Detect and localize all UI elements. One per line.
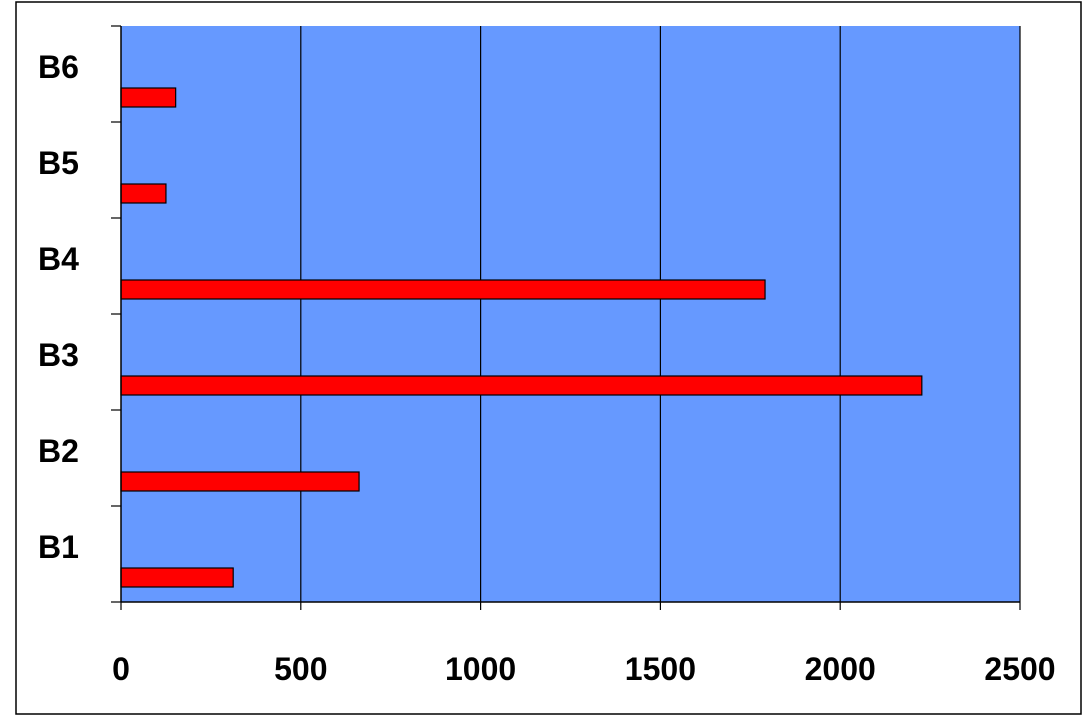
x-tick-label: 1000	[445, 651, 516, 687]
bar-b5	[120, 183, 167, 204]
x-tick-label: 0	[112, 651, 130, 687]
bar-b4	[120, 279, 766, 300]
x-tick-label: 1500	[625, 651, 696, 687]
bars	[120, 87, 923, 588]
y-tick-label: B6	[38, 49, 79, 85]
tick-labels: 0 500 1000 1500 2000 2500 B1 B2 B3 B4 B5 B6	[38, 49, 1056, 687]
bar-b1	[120, 567, 234, 588]
y-tick-label: B3	[38, 337, 79, 373]
x-tick-label: 2000	[805, 651, 876, 687]
x-tick-label: 500	[274, 651, 327, 687]
axis-ticks	[111, 25, 1021, 610]
x-tick-label: 2500	[984, 651, 1055, 687]
y-tick-label: B5	[38, 145, 79, 181]
y-tick-label: B2	[38, 433, 79, 469]
plot-area	[121, 26, 1020, 602]
y-tick-label: B1	[38, 529, 79, 565]
bar-b3	[120, 375, 923, 396]
grid-lines	[300, 26, 1021, 602]
bar-b2	[120, 471, 360, 492]
y-tick-label: B4	[38, 241, 79, 277]
bar-b6	[120, 87, 177, 108]
